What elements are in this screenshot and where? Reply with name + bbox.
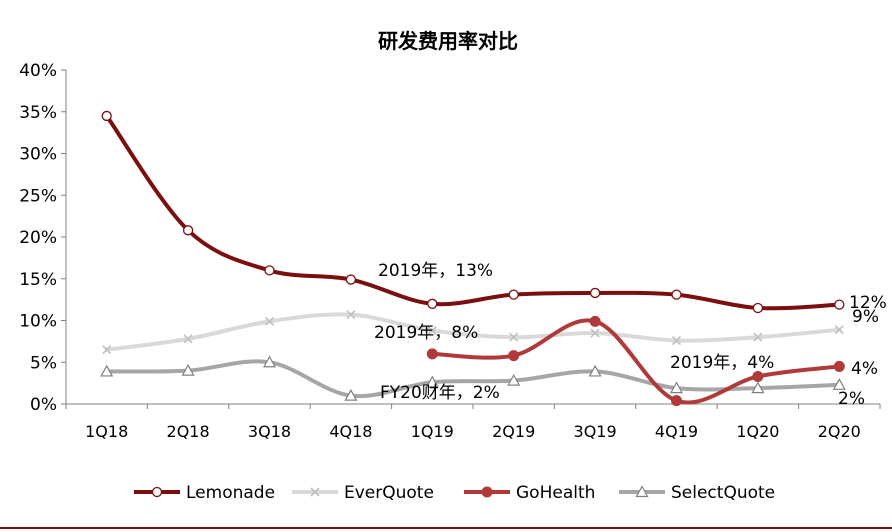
point-selectquote xyxy=(262,355,277,368)
point-selectquote xyxy=(344,388,358,401)
y-tick-label: 35% xyxy=(19,103,57,123)
point-lemonade xyxy=(671,289,682,300)
legend-label: GoHealth xyxy=(516,483,595,503)
x-tick-label: 3Q18 xyxy=(248,422,291,441)
point-gohealth xyxy=(671,395,682,407)
point-lemonade xyxy=(508,289,519,300)
annotations: 2019年，13% 2019年，8% 2019年，4% FY20财年，2% 12%9% 4… xyxy=(374,261,887,409)
point-gohealth xyxy=(426,348,438,360)
legend-item-lemonade: Lemonade xyxy=(134,483,275,503)
x-tick-label: 4Q19 xyxy=(655,422,698,441)
point-everquote xyxy=(834,325,844,335)
point-everquote xyxy=(509,332,519,342)
point-everquote xyxy=(264,316,275,326)
point-gohealth xyxy=(508,350,520,362)
legend-label: SelectQuote xyxy=(671,483,775,503)
point-selectquote xyxy=(181,363,195,376)
data-label: 12% xyxy=(849,293,887,313)
data-label: 2019年，8% xyxy=(374,323,478,343)
x-tick-label: 4Q18 xyxy=(329,422,372,441)
point-selectquote xyxy=(751,381,765,394)
series-lemonade xyxy=(101,110,845,314)
x-tick-label: 1Q18 xyxy=(85,422,128,441)
point-everquote xyxy=(671,335,682,346)
data-label: 2% xyxy=(838,389,865,409)
point-everquote xyxy=(427,325,437,336)
legend-marker xyxy=(151,486,163,498)
y-tick-label: 5% xyxy=(30,353,57,373)
legend-marker xyxy=(635,485,649,498)
series-line-selectquote xyxy=(104,359,842,399)
point-everquote xyxy=(183,334,193,344)
point-lemonade xyxy=(834,299,845,310)
point-everquote xyxy=(753,332,763,342)
series-everquote xyxy=(102,310,844,355)
legend-item-gohealth: GoHealth xyxy=(464,483,595,503)
point-everquote xyxy=(590,328,600,338)
point-lemonade xyxy=(264,265,275,276)
data-label: 9% xyxy=(852,307,879,327)
data-label: 2019年，4% xyxy=(670,353,774,373)
legend-label: EverQuote xyxy=(344,483,434,503)
x-tick-label: 2Q19 xyxy=(492,422,535,441)
point-lemonade xyxy=(182,225,194,236)
data-label: FY20财年，2% xyxy=(380,383,500,403)
point-gohealth xyxy=(833,360,845,372)
x-tick-label: 2Q20 xyxy=(818,422,861,441)
axes: 0% 5% 10% 15% 20% 25% 30% 35% 40% 1Q18 2Q18 3Q18 4Q1… xyxy=(19,61,881,441)
legend-item-selectquote: SelectQuote xyxy=(619,483,775,503)
legend-marker xyxy=(481,486,493,498)
y-tick-label: 10% xyxy=(19,312,57,332)
point-lemonade xyxy=(101,110,112,122)
data-label: 4% xyxy=(851,359,878,379)
series-line-everquote xyxy=(104,312,842,352)
plot-area xyxy=(100,110,846,407)
x-tick-label: 1Q19 xyxy=(411,422,454,441)
y-tick-label: 0% xyxy=(30,395,57,415)
point-lemonade xyxy=(752,302,764,314)
point-everquote xyxy=(102,345,112,355)
series-line-lemonade xyxy=(104,113,842,311)
point-everquote xyxy=(346,310,356,320)
legend-item-everquote: EverQuote xyxy=(292,483,434,503)
series-selectquote xyxy=(100,355,846,401)
y-tick-label: 20% xyxy=(19,228,57,248)
legend-marker xyxy=(310,487,320,497)
point-selectquote xyxy=(507,373,521,386)
x-tick-label: 2Q18 xyxy=(167,422,210,441)
point-selectquote xyxy=(100,364,114,377)
point-selectquote xyxy=(425,375,439,388)
chart-title: 研发费用率对比 xyxy=(378,29,518,53)
point-selectquote xyxy=(588,364,602,377)
y-tick-label: 15% xyxy=(19,270,57,290)
legend-label: Lemonade xyxy=(186,483,275,503)
point-gohealth xyxy=(589,315,601,327)
x-tick-label: 3Q19 xyxy=(574,422,617,441)
point-selectquote xyxy=(669,381,684,394)
y-tick-label: 25% xyxy=(19,186,57,206)
point-selectquote xyxy=(832,378,846,390)
y-tick-label: 40% xyxy=(19,61,57,81)
x-tick-label: 1Q20 xyxy=(736,422,779,441)
legend: Lemonade EverQuote GoHealth SelectQuote xyxy=(134,483,775,503)
point-lemonade xyxy=(589,287,601,299)
data-label: 2019年，13% xyxy=(378,261,493,281)
point-lemonade xyxy=(345,274,357,285)
point-lemonade xyxy=(427,298,438,309)
y-tick-label: 30% xyxy=(19,145,57,165)
series-gohealth xyxy=(426,315,845,407)
point-gohealth xyxy=(752,370,764,382)
